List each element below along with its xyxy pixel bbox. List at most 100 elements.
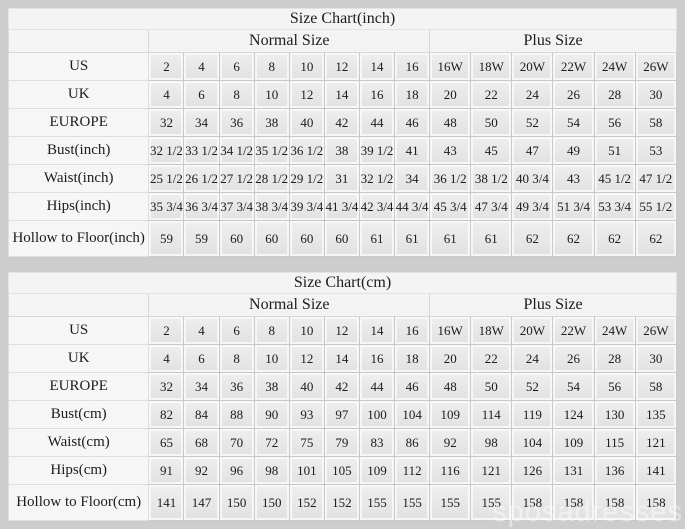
table-row: EUROPE 32 34 36 38 40 42 44 46 48 50 52 54 56 58 xyxy=(7,108,678,137)
size-value-cell: 91 xyxy=(148,456,185,485)
size-value-cell: 48 xyxy=(429,108,472,137)
size-value-cell: 34 1/2 xyxy=(218,136,255,165)
size-value-cell: 41 xyxy=(394,136,431,165)
size-value-cell: 158 xyxy=(511,484,554,521)
size-value-cell: 32 1/2 xyxy=(148,136,185,165)
size-value-cell: 4 xyxy=(183,52,220,81)
size-value-cell: 62 xyxy=(634,220,678,257)
table-row: UK 4 6 8 10 12 14 16 18 20 22 24 26 28 30 xyxy=(7,344,678,373)
size-value-cell: 2 xyxy=(148,316,185,345)
size-value-cell: 158 xyxy=(552,484,595,521)
size-value-cell: 60 xyxy=(218,220,255,257)
size-value-cell: 4 xyxy=(148,80,185,109)
size-value-cell: 79 xyxy=(323,428,360,457)
row-label: Hollow to Floor(inch) xyxy=(7,220,150,257)
size-value-cell: 36 3/4 xyxy=(183,192,220,221)
size-value-cell: 36 1/2 xyxy=(429,164,472,193)
row-label: Waist(cm) xyxy=(7,428,150,457)
size-value-cell: 8 xyxy=(253,316,290,345)
size-value-cell: 141 xyxy=(634,456,678,485)
size-value-cell: 104 xyxy=(394,400,431,429)
size-value-cell: 14 xyxy=(358,316,396,345)
size-value-cell: 31 xyxy=(323,164,360,193)
column-group-row: Normal Size Plus Size xyxy=(7,293,677,317)
size-value-cell: 155 xyxy=(358,484,396,521)
size-value-cell: 51 3/4 xyxy=(552,192,595,221)
size-value-cell: 41 3/4 xyxy=(323,192,360,221)
size-value-cell: 61 xyxy=(429,220,472,257)
size-value-cell: 18W xyxy=(470,316,513,345)
size-value-cell: 24 xyxy=(511,344,554,373)
size-value-cell: 116 xyxy=(429,456,472,485)
size-value-cell: 4 xyxy=(148,344,185,373)
size-value-cell: 20W xyxy=(511,316,554,345)
size-value-cell: 60 xyxy=(288,220,325,257)
normal-size-header: Normal Size xyxy=(148,29,431,53)
size-value-cell: 86 xyxy=(394,428,431,457)
size-value-cell: 147 xyxy=(183,484,220,521)
size-value-cell: 104 xyxy=(511,428,554,457)
size-value-cell: 38 xyxy=(323,136,360,165)
size-value-cell: 6 xyxy=(218,52,255,81)
size-value-cell: 56 xyxy=(593,372,636,401)
size-value-cell: 20W xyxy=(511,52,554,81)
column-group-row: Normal Size Plus Size xyxy=(7,29,677,53)
table-row: US 2 4 6 8 10 12 14 16 16W 18W 20W 22W 24W 26W xyxy=(7,52,678,81)
size-value-cell: 24W xyxy=(593,52,636,81)
size-value-cell: 34 xyxy=(183,108,220,137)
size-value-cell: 92 xyxy=(429,428,472,457)
size-value-cell: 27 1/2 xyxy=(218,164,255,193)
size-value-cell: 18 xyxy=(394,344,431,373)
size-value-cell: 44 xyxy=(358,372,396,401)
size-value-cell: 24 xyxy=(511,80,554,109)
corner-cell xyxy=(7,293,150,317)
size-value-cell: 40 3/4 xyxy=(511,164,554,193)
size-value-cell: 68 xyxy=(183,428,220,457)
row-label: UK xyxy=(7,344,150,373)
size-value-cell: 155 xyxy=(394,484,431,521)
size-value-cell: 158 xyxy=(593,484,636,521)
size-value-cell: 32 1/2 xyxy=(358,164,396,193)
size-value-cell: 83 xyxy=(358,428,396,457)
row-label: Hips(inch) xyxy=(7,192,150,221)
size-value-cell: 59 xyxy=(183,220,220,257)
row-label: Hips(cm) xyxy=(7,456,150,485)
size-value-cell: 105 xyxy=(323,456,360,485)
table-row: EUROPE 32 34 36 38 40 42 44 46 48 50 52 54 56 58 xyxy=(7,372,678,401)
size-value-cell: 119 xyxy=(511,400,554,429)
size-value-cell: 124 xyxy=(552,400,595,429)
size-value-cell: 36 1/2 xyxy=(288,136,325,165)
size-value-cell: 32 xyxy=(148,108,185,137)
size-value-cell: 47 xyxy=(511,136,554,165)
size-value-cell: 109 xyxy=(358,456,396,485)
size-value-cell: 20 xyxy=(429,344,472,373)
size-value-cell: 100 xyxy=(358,400,396,429)
size-value-cell: 38 xyxy=(253,108,290,137)
size-value-cell: 12 xyxy=(323,52,360,81)
size-chart-cm-table: Size Chart(cm) Normal Size Plus Size US 2… xyxy=(7,272,678,521)
size-value-cell: 112 xyxy=(394,456,431,485)
row-label: EUROPE xyxy=(7,372,150,401)
row-label: Bust(inch) xyxy=(7,136,150,165)
size-value-cell: 136 xyxy=(593,456,636,485)
size-value-cell: 29 1/2 xyxy=(288,164,325,193)
size-value-cell: 61 xyxy=(470,220,513,257)
size-value-cell: 42 xyxy=(323,108,360,137)
size-value-cell: 90 xyxy=(253,400,290,429)
row-label: Bust(cm) xyxy=(7,400,150,429)
size-value-cell: 54 xyxy=(552,372,595,401)
size-value-cell: 72 xyxy=(253,428,290,457)
size-value-cell: 12 xyxy=(288,344,325,373)
size-value-cell: 22 xyxy=(470,344,513,373)
size-value-cell: 6 xyxy=(183,344,220,373)
size-value-cell: 38 xyxy=(253,372,290,401)
size-value-cell: 6 xyxy=(218,316,255,345)
size-value-cell: 60 xyxy=(253,220,290,257)
size-value-cell: 16 xyxy=(358,80,396,109)
size-value-cell: 98 xyxy=(470,428,513,457)
table-row: Bust(cm) 82 84 88 90 93 97 100 104 109 114 119 124 13… xyxy=(7,400,678,429)
size-value-cell: 48 xyxy=(429,372,472,401)
size-value-cell: 18W xyxy=(470,52,513,81)
size-value-cell: 49 xyxy=(552,136,595,165)
